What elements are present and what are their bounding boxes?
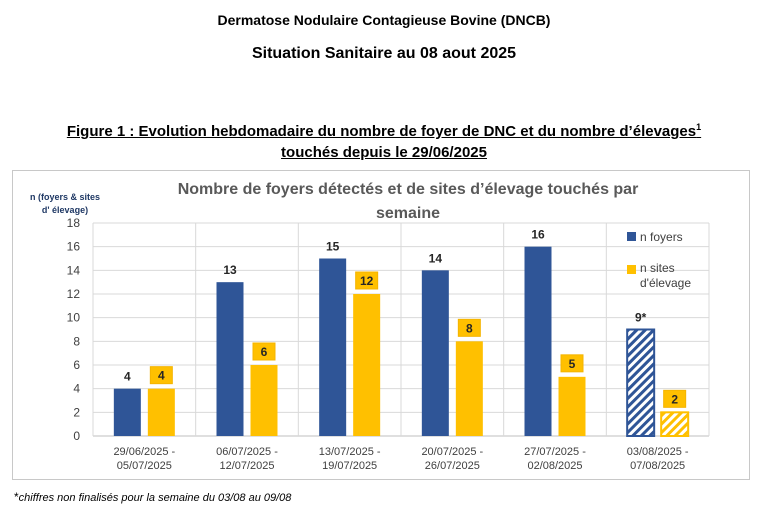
bar-foyers bbox=[626, 328, 656, 437]
y-tick-label: 0 bbox=[73, 429, 80, 443]
y-tick-label: 16 bbox=[67, 240, 81, 254]
x-tick-label: 06/07/2025 - bbox=[216, 446, 278, 458]
y-tick-label: 6 bbox=[73, 358, 80, 372]
x-tick-label: 27/07/2025 - bbox=[524, 446, 586, 458]
chart-container: Nombre de foyers détectés et de sites d’… bbox=[12, 170, 750, 480]
footnote: *chiffres non finalisés pour la semaine … bbox=[14, 490, 291, 504]
bar-sites bbox=[250, 365, 278, 436]
data-label-foyers: 9* bbox=[635, 311, 647, 325]
x-tick-label: 13/07/2025 - bbox=[319, 446, 381, 458]
legend-label-sites-line2: d'élevage bbox=[640, 276, 691, 290]
y-tick-label: 2 bbox=[73, 405, 80, 419]
figure-caption-text-end: touchés depuis le 29/06/2025 bbox=[281, 144, 487, 161]
data-label-sites: 6 bbox=[261, 345, 268, 359]
bar-foyers bbox=[319, 258, 347, 436]
y-axis-label-line2: d' élevage) bbox=[42, 205, 88, 215]
legend-label-foyers: n foyers bbox=[640, 230, 683, 244]
x-tick-label-line2: 07/08/2025 bbox=[630, 460, 685, 472]
data-label-box-sites bbox=[663, 389, 687, 408]
y-tick-label: 10 bbox=[67, 311, 81, 325]
x-tick-label-line2: 19/07/2025 bbox=[322, 460, 377, 472]
data-label-sites: 12 bbox=[360, 274, 374, 288]
figure-caption-text: Figure 1 : Evolution hebdomadaire du nom… bbox=[66, 123, 697, 140]
data-label-box-sites bbox=[149, 366, 173, 385]
document-title: Dermatose Nodulaire Contagieuse Bovine (… bbox=[217, 12, 551, 28]
chart-title: Nombre de foyers détectés et de sites d’… bbox=[178, 181, 639, 198]
data-label-foyers: 4 bbox=[124, 370, 131, 384]
data-label-box-sites bbox=[355, 271, 379, 290]
bar-sites bbox=[660, 411, 690, 437]
y-tick-label: 18 bbox=[67, 216, 81, 230]
legend-swatch-sites bbox=[627, 265, 636, 274]
bar-sites bbox=[558, 376, 586, 436]
bar-sites bbox=[353, 294, 381, 436]
x-tick-label: 03/08/2025 - bbox=[627, 446, 689, 458]
x-tick-label: 20/07/2025 - bbox=[421, 446, 483, 458]
footnote-star: * bbox=[14, 490, 19, 504]
figure-caption-superscript: 1 bbox=[696, 122, 702, 132]
y-tick-label: 4 bbox=[73, 382, 80, 396]
x-tick-label: 29/06/2025 - bbox=[113, 446, 175, 458]
bar-sites bbox=[455, 341, 483, 436]
data-label-foyers: 16 bbox=[531, 228, 545, 242]
x-tick-label-line2: 05/07/2025 bbox=[117, 460, 172, 472]
y-tick-label: 14 bbox=[67, 263, 81, 277]
document-subtitle: Situation Sanitaire au 08 aout 2025 bbox=[251, 45, 517, 62]
data-label-foyers: 14 bbox=[429, 251, 443, 265]
y-tick-label: 8 bbox=[73, 334, 80, 348]
data-label-sites: 2 bbox=[671, 392, 678, 406]
bar-foyers bbox=[524, 246, 552, 436]
data-label-box-sites bbox=[457, 318, 481, 337]
figure-caption: Figure 1 : Evolution hebdomadaire du nom… bbox=[60, 117, 708, 163]
bar-sites bbox=[147, 388, 175, 436]
footnote-text: chiffres non finalisés pour la semaine d… bbox=[18, 492, 292, 504]
data-label-box-sites bbox=[560, 354, 584, 373]
legend-label-sites: n sites bbox=[640, 261, 675, 275]
data-label-sites: 8 bbox=[466, 321, 473, 335]
y-tick-label: 12 bbox=[67, 287, 81, 301]
x-tick-label-line2: 12/07/2025 bbox=[219, 460, 274, 472]
data-label-sites: 4 bbox=[158, 369, 165, 383]
data-label-box-sites bbox=[252, 342, 276, 361]
data-label-foyers: 13 bbox=[223, 263, 237, 277]
bar-foyers bbox=[421, 270, 449, 436]
bar-chart: Nombre de foyers détectés et de sites d’… bbox=[30, 181, 710, 472]
bar-foyers bbox=[113, 388, 141, 436]
x-tick-label-line2: 26/07/2025 bbox=[425, 460, 480, 472]
legend-swatch-foyers bbox=[627, 232, 636, 241]
y-axis-label: n (foyers & sites bbox=[30, 192, 100, 202]
data-label-foyers: 15 bbox=[326, 240, 340, 254]
chart-title-line2: semaine bbox=[376, 205, 440, 222]
x-tick-label-line2: 02/08/2025 bbox=[527, 460, 582, 472]
bar-foyers bbox=[216, 282, 244, 436]
data-label-sites: 5 bbox=[569, 357, 576, 371]
